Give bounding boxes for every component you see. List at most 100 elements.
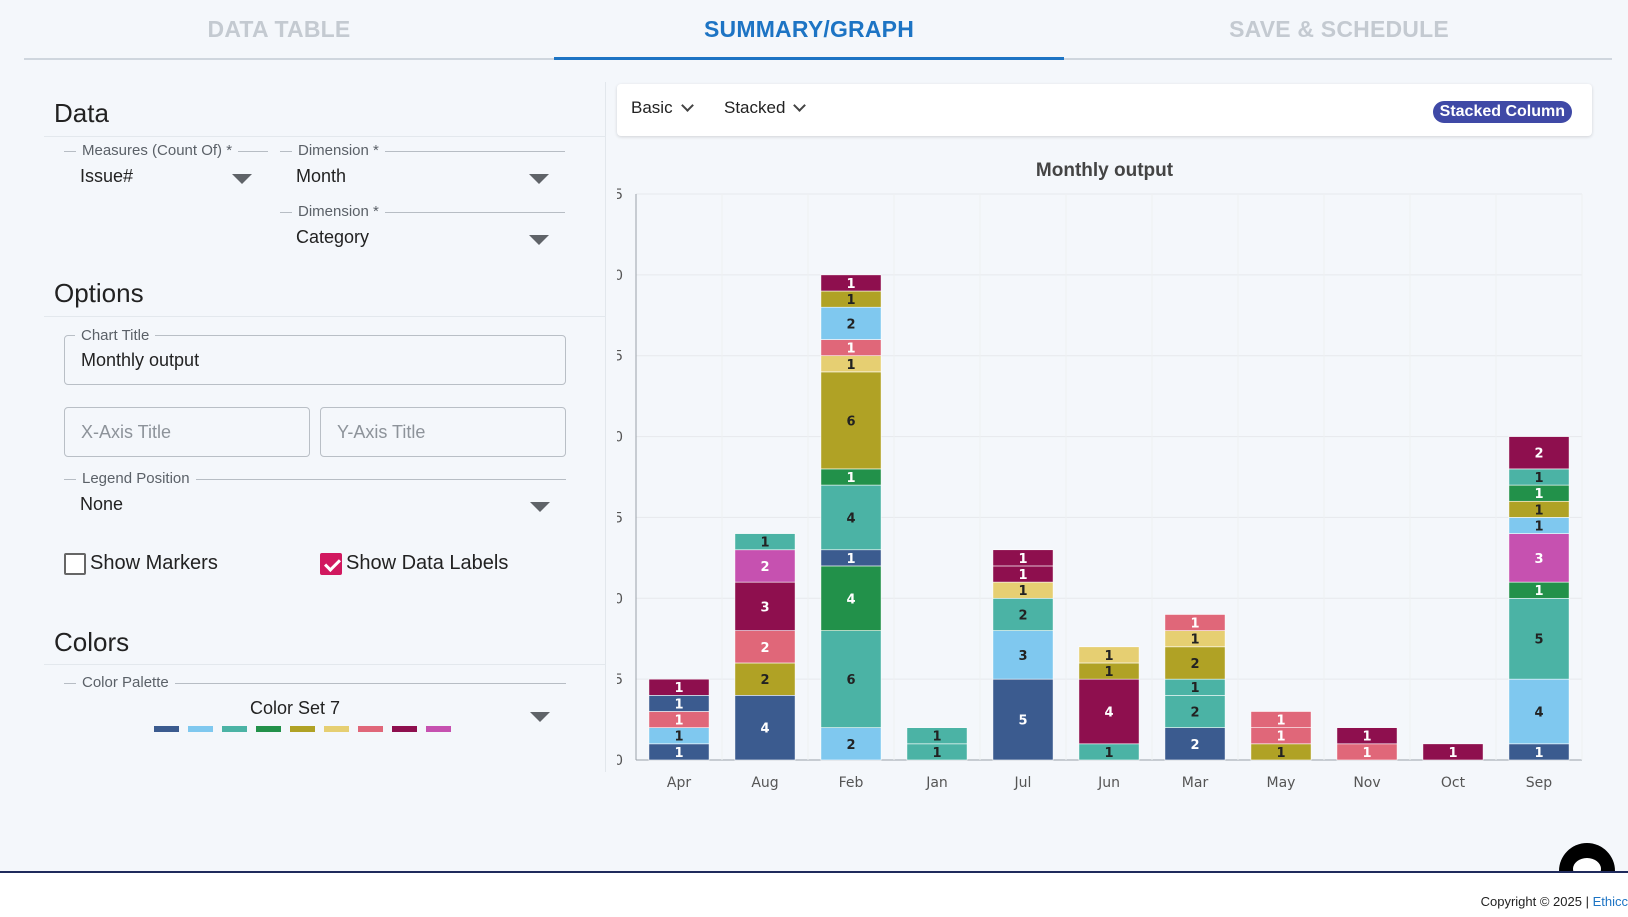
tab-bar: DATA TABLE SUMMARY/GRAPH SAVE & SCHEDULE — [24, 0, 1612, 60]
show-markers-option[interactable]: Show Markers — [64, 552, 218, 575]
show-data-labels-label: Show Data Labels — [346, 552, 509, 574]
x-tick-label: Mar — [1182, 775, 1209, 791]
tab-save-schedule[interactable]: SAVE & SCHEDULE — [1229, 15, 1449, 42]
chart-toolbar: Basic Stacked Stacked Column — [617, 84, 1592, 136]
y-tick-label: 0 — [617, 753, 623, 769]
y-axis-title-input[interactable] — [337, 408, 557, 456]
color-swatch-strip — [154, 726, 451, 732]
y-tick-label: 10 — [617, 591, 623, 607]
legend-position-select[interactable]: Legend Position None — [64, 470, 566, 520]
data-label: 3 — [1534, 552, 1543, 567]
data-label: 1 — [674, 746, 683, 761]
bar-segment — [820, 727, 882, 761]
color-swatch — [188, 726, 213, 732]
data-label: 1 — [1018, 552, 1027, 567]
dimension-value: Month — [296, 166, 347, 186]
x-axis-title-field[interactable] — [64, 407, 310, 457]
x-axis-title-input[interactable] — [81, 408, 301, 456]
bar-segment — [820, 484, 882, 551]
company-link[interactable]: Ethicc — [1592, 894, 1628, 909]
caret-down-icon[interactable] — [529, 174, 549, 184]
dimension-select-1[interactable]: Dimension * Month — [280, 142, 565, 192]
copyright-label: Copyright © 2025 | — [1480, 894, 1589, 909]
x-tick-label: Feb — [839, 775, 864, 791]
data-label: 1 — [1276, 746, 1285, 761]
copyright-text: Copyright © 2025 | Ethicc — [1481, 894, 1628, 909]
data-label: 1 — [1190, 633, 1199, 648]
data-label: 1 — [1276, 730, 1285, 745]
show-data-labels-checkbox[interactable] — [320, 552, 342, 575]
color-swatch — [290, 726, 315, 732]
bar-segment — [1164, 646, 1226, 680]
data-label: 2 — [760, 673, 769, 688]
chart-area: Monthly output 0510152025303511111Apr422… — [605, 150, 1592, 830]
data-label: 1 — [932, 730, 941, 745]
y-tick-label: 15 — [617, 510, 623, 526]
bar-segment — [1078, 678, 1140, 745]
divider — [44, 316, 606, 317]
data-label: 1 — [674, 714, 683, 729]
dimension-select-2[interactable]: Dimension * Category — [280, 203, 565, 253]
x-tick-label: Jun — [1097, 775, 1120, 791]
data-label: 1 — [1362, 730, 1371, 745]
color-palette-value: Color Set 7 — [249, 698, 341, 718]
colors-section-title: Colors — [54, 627, 130, 657]
y-axis-title-field[interactable] — [320, 407, 566, 457]
legend-position-value: None — [80, 494, 124, 514]
y-tick-label: 5 — [617, 672, 623, 688]
bar-segment — [734, 581, 796, 631]
tab-data-table[interactable]: DATA TABLE — [207, 15, 351, 42]
bar-segment — [820, 630, 882, 728]
data-label: 2 — [846, 317, 855, 332]
data-label: 6 — [846, 673, 855, 688]
chart-mode-value: Stacked — [724, 98, 786, 117]
caret-down-icon[interactable] — [530, 712, 550, 722]
data-label: 1 — [846, 293, 855, 308]
caret-down-icon[interactable] — [232, 174, 252, 184]
data-label: 2 — [846, 738, 855, 753]
bar-segment — [992, 597, 1054, 631]
x-tick-label: Jul — [1014, 775, 1032, 791]
data-label: 4 — [1534, 705, 1543, 720]
bar-segment — [1422, 743, 1484, 761]
x-tick-label: Nov — [1353, 775, 1380, 791]
chart-mode-dropdown[interactable]: Stacked — [724, 98, 807, 118]
tab-summary-graph[interactable]: SUMMARY/GRAPH — [554, 0, 1064, 60]
measures-select[interactable]: Measures (Count Of) * Issue# — [64, 142, 268, 192]
data-label: 1 — [1018, 568, 1027, 583]
data-label: 5 — [1018, 714, 1027, 729]
chevron-down-icon — [680, 99, 694, 112]
show-markers-label: Show Markers — [90, 552, 218, 574]
data-label: 1 — [1104, 649, 1113, 664]
data-label: 1 — [846, 342, 855, 357]
chart-title-field[interactable]: Chart Title — [64, 327, 566, 385]
bar-segment — [648, 678, 710, 696]
y-tick-label: 30 — [617, 268, 623, 284]
data-label: 1 — [674, 681, 683, 696]
footer-divider — [0, 871, 1628, 873]
show-markers-checkbox[interactable] — [64, 552, 86, 575]
color-swatch — [154, 726, 179, 732]
measures-label: Measures (Count Of) * — [76, 142, 239, 160]
data-label: 3 — [1018, 649, 1027, 664]
data-label: 3 — [760, 600, 769, 615]
data-label: 1 — [760, 536, 769, 551]
x-tick-label: May — [1267, 775, 1296, 791]
data-label: 5 — [1534, 633, 1543, 648]
dimension-label: Dimension * — [292, 142, 385, 160]
color-palette-select[interactable]: Color Palette Color Set 7 — [64, 674, 566, 744]
bar-segment — [1336, 727, 1398, 745]
caret-down-icon[interactable] — [530, 502, 550, 512]
color-swatch — [222, 726, 247, 732]
show-data-labels-option[interactable]: Show Data Labels — [320, 552, 508, 575]
chart-type-dropdown[interactable]: Basic — [631, 98, 694, 118]
chart-title-input[interactable] — [81, 336, 557, 384]
data-label: 2 — [1018, 608, 1027, 623]
x-tick-label: Jan — [925, 775, 948, 791]
caret-down-icon[interactable] — [529, 235, 549, 245]
bar-segment — [1250, 711, 1312, 728]
x-tick-label: Oct — [1441, 775, 1466, 791]
bar-segment — [734, 549, 796, 583]
data-label: 4 — [846, 592, 855, 607]
data-label: 1 — [846, 552, 855, 567]
